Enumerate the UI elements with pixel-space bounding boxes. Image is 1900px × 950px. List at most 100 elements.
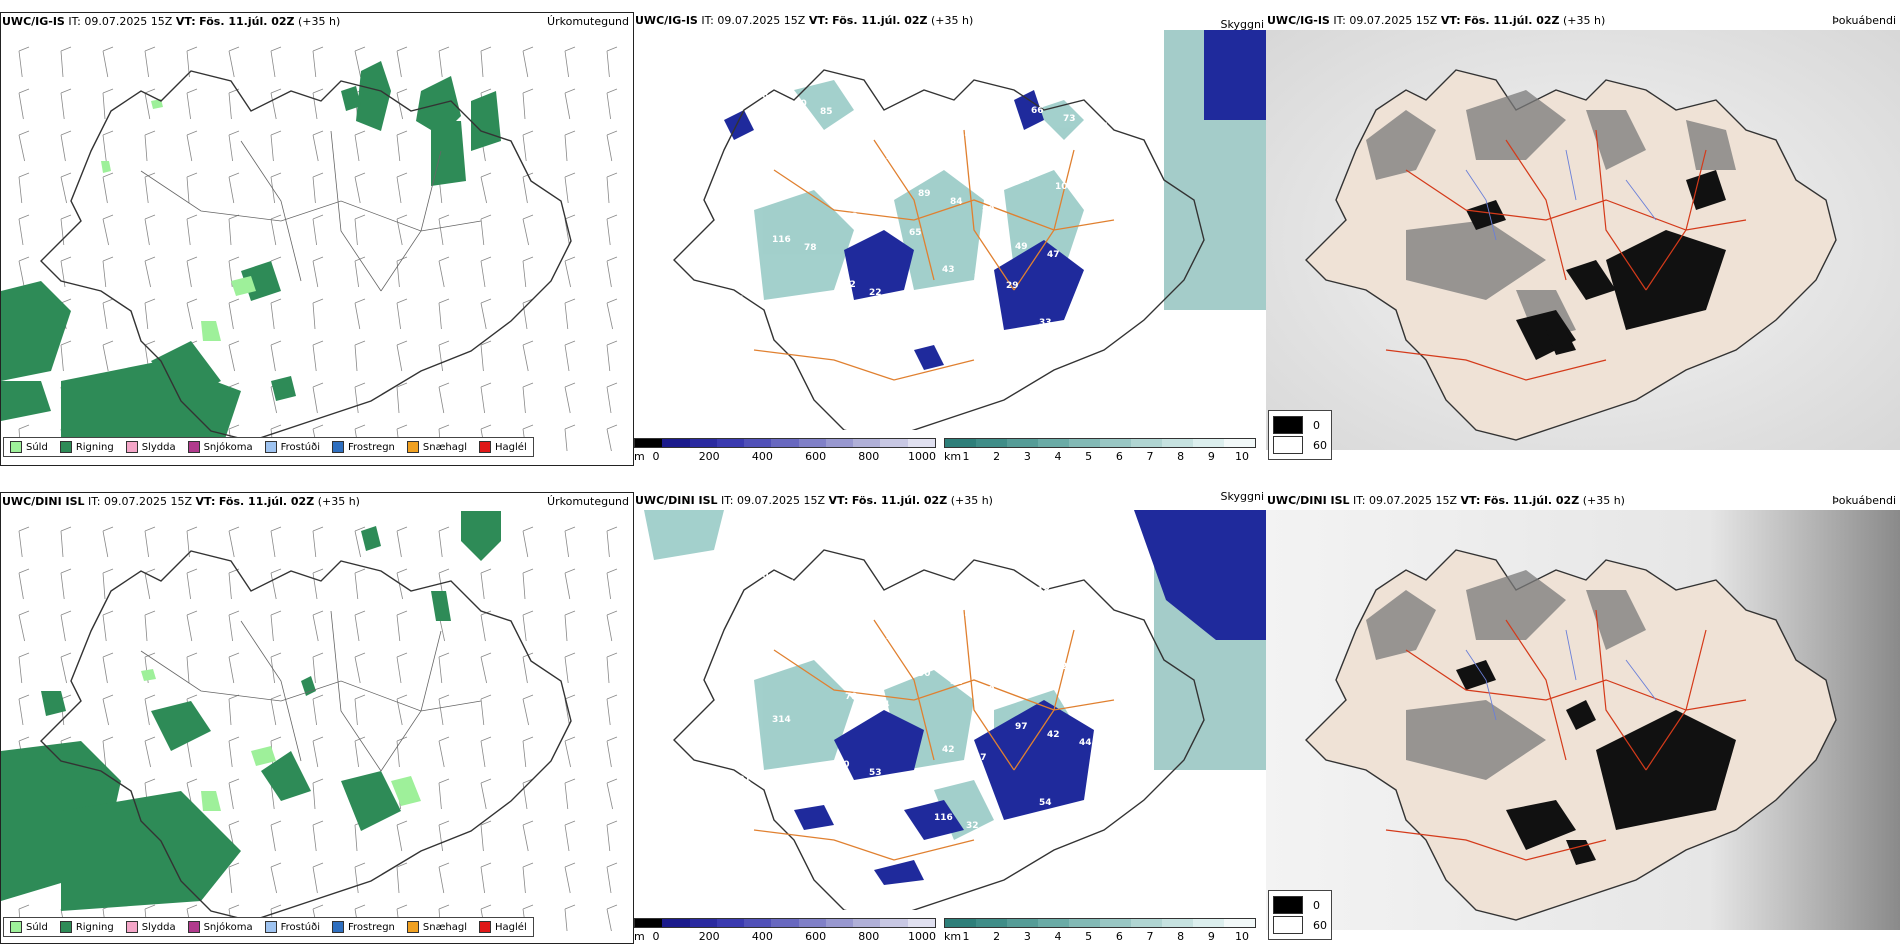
- vt-label: VT:: [195, 495, 216, 508]
- ceiling-value: 85: [820, 107, 833, 117]
- ceiling-value: 44: [877, 700, 890, 710]
- colorbar-tick: 3: [1023, 450, 1031, 463]
- legend-item: Rigning: [59, 441, 114, 453]
- ceiling-value: 86: [901, 296, 914, 306]
- legend-label: Haglél: [495, 921, 527, 933]
- ceiling-value: 76: [926, 121, 939, 131]
- legend-swatch: [125, 921, 138, 933]
- ceiling-value: 805: [877, 220, 896, 230]
- colorbar-tick: 0: [652, 930, 660, 943]
- ceiling-value: 46: [764, 783, 777, 793]
- ceiling-value: 79: [748, 639, 761, 649]
- it-label: IT:: [68, 15, 81, 28]
- colorbar-tick: 3: [1023, 930, 1031, 943]
- roads: [140, 610, 482, 772]
- colorbar-tick: 400: [751, 930, 773, 943]
- ceiling-value: 96: [740, 707, 753, 717]
- ceiling-value: 66: [1031, 106, 1044, 116]
- ceiling-value: 22: [869, 288, 882, 298]
- colorbar-tick: 8: [1177, 450, 1185, 463]
- ceiling-value: 40: [837, 760, 850, 770]
- ceiling-value: 142: [837, 280, 856, 290]
- ceiling-value: 99: [724, 83, 737, 93]
- ceiling-value: 116: [772, 235, 791, 245]
- rivers: [1465, 149, 1657, 241]
- drizzle-areas: [141, 669, 421, 811]
- colorbar-tick: 600: [805, 930, 827, 943]
- legend-item: Frostúði: [264, 441, 320, 453]
- ceiling-value: 118: [829, 348, 848, 358]
- legend-item: Snjókoma: [187, 441, 253, 453]
- lead-time: (+35 h): [931, 14, 974, 27]
- legend-item: Súld: [10, 921, 48, 933]
- fog-index-legend: 0 60: [1268, 890, 1332, 940]
- ceiling-value: 23: [893, 84, 906, 94]
- roads: [140, 130, 482, 292]
- legend-label: Frostúði: [280, 441, 320, 453]
- visibility-map: 99 37 89 49 11 118 76 1 99 142 75 66 61 68 43 33 98 48 84 4…: [673, 30, 1266, 430]
- visibility-panel-top: UWC/IG-IS IT: 09.07.2025 15Z VT: Fös. 11…: [634, 12, 1266, 466]
- model-name: UWC/IG-IS: [2, 15, 65, 28]
- model-name: UWC/IG-IS: [635, 14, 698, 27]
- ceiling-value: 49: [1015, 242, 1028, 252]
- it-label: IT:: [1353, 494, 1366, 507]
- legend-swatch: [479, 921, 492, 933]
- roads: [753, 129, 1115, 381]
- ceiling-value: 29: [1006, 281, 1019, 291]
- legend-label: Rigning: [75, 441, 114, 453]
- legend-swatch: [406, 921, 419, 933]
- colorbar-tick: 2: [993, 450, 1001, 463]
- panel-header: UWC/DINI ISL IT: 09.07.2025 15Z VT: Fös.…: [1267, 494, 1625, 507]
- ceiling-value: 89: [998, 349, 1011, 359]
- legend-label: Súld: [26, 921, 48, 933]
- fog-index-medium: [1366, 570, 1646, 780]
- colorbar-tick: 600: [805, 450, 827, 463]
- ceiling-value: 314: [772, 715, 791, 725]
- roads: [1385, 129, 1747, 381]
- fog-legend-item: 60: [1273, 436, 1327, 454]
- ceiling-value: 68: [845, 212, 858, 222]
- legend-label: Snjókoma: [203, 441, 253, 453]
- ceiling-value: 89: [918, 189, 931, 199]
- ceiling-value: 92: [861, 836, 874, 846]
- ceiling-value: 75: [796, 311, 809, 321]
- fog-panel-bottom: UWC/DINI ISL IT: 09.07.2025 15Z VT: Fös.…: [1266, 492, 1900, 944]
- ceiling-value: 99: [740, 227, 753, 237]
- init-time: 09.07.2025 15Z: [737, 494, 826, 507]
- precip-type-legend: Súld Rigning Slydda Snjókoma Frostúði Frostre…: [3, 437, 534, 457]
- ceiling-value: 118: [1031, 586, 1050, 596]
- ceiling-value: 77: [885, 152, 898, 162]
- vt-label: VT:: [1440, 14, 1461, 27]
- init-time: 09.07.2025 15Z: [1349, 14, 1438, 27]
- ceiling-value: 102: [1079, 258, 1098, 268]
- colorbar-tick: 7: [1146, 450, 1154, 463]
- fog-index-high: [1466, 170, 1726, 360]
- ceiling-values: 99 37 89 49 11 118 76 1 99 142 75 66 61 68 43 33 98 48 84 4…: [724, 83, 1116, 366]
- precip-map: [1, 46, 618, 451]
- legend-swatch: [264, 921, 277, 933]
- panel-title: Skyggni: [1220, 18, 1264, 31]
- model-name: UWC/DINI ISL: [1267, 494, 1350, 507]
- legend-label: Slydda: [141, 921, 176, 933]
- ceiling-value: 32: [966, 821, 979, 831]
- ceiling-value: 116: [934, 813, 953, 823]
- legend-item: Súld: [10, 441, 48, 453]
- ceiling-value: 11: [732, 295, 745, 305]
- valid-time: Fös. 11.júl. 02Z: [1464, 14, 1560, 27]
- ceiling-value: 98: [756, 91, 769, 101]
- ceiling-value: 243: [1063, 594, 1082, 604]
- init-time: 09.07.2025 15Z: [104, 495, 193, 508]
- visibility-panel-bottom: UWC/DINI ISL IT: 09.07.2025 15Z VT: Fös.…: [634, 492, 1266, 944]
- valid-time: Fös. 11.júl. 02Z: [218, 495, 315, 508]
- legend-item: Snæhagl: [406, 921, 467, 933]
- vt-label: VT:: [1460, 494, 1481, 507]
- init-time: 09.07.2025 15Z: [717, 14, 806, 27]
- legend-swatch: [59, 441, 72, 453]
- ceiling-values: 102 89 90 97 101 92 88 145 96 40 116 118 79 79 42 54 40 3…: [724, 563, 1092, 846]
- colorbar-tick: 6: [1115, 930, 1123, 943]
- init-time: 09.07.2025 15Z: [84, 15, 173, 28]
- it-label: IT:: [88, 495, 101, 508]
- legend-item: Rigning: [59, 921, 114, 933]
- ceiling-value: 88: [926, 601, 939, 611]
- fog-index-legend: 0 60: [1268, 410, 1332, 460]
